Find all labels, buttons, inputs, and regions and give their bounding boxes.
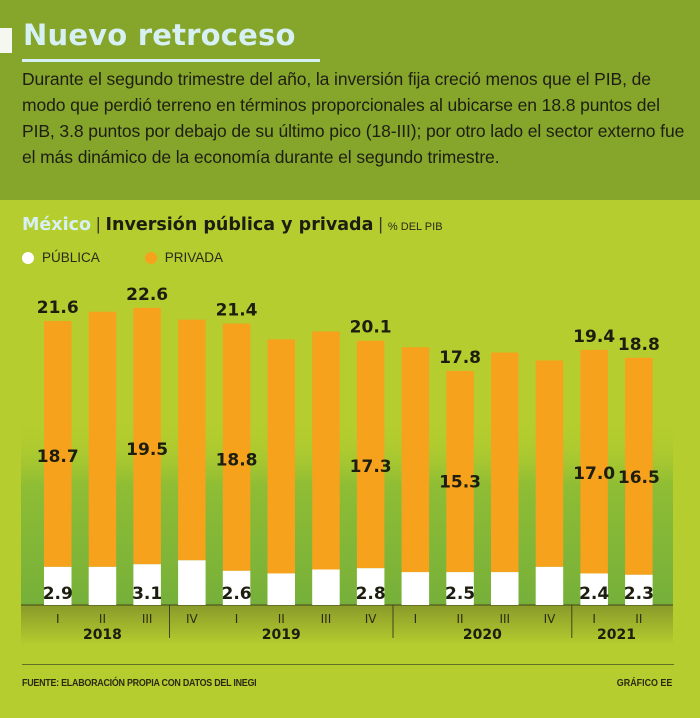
total-label-2: 22.6 [126,285,168,305]
total-label-7: 20.1 [350,318,392,338]
footer-source: FUENTE: ELABORACIÓN PROPIA CON DATOS DEL… [22,677,257,689]
total-label-9: 17.8 [439,348,481,368]
bar-privada-8 [401,347,430,573]
total-label-4: 21.4 [216,301,258,321]
quarter-label-13: II [635,612,642,626]
bar-privada-11 [535,360,564,567]
legend-item-privada: PRIVADA [144,250,224,265]
stacked-bar-chart: 21.6 18.7 2.9 22.6 19.5 3.1 21.4 18.8 2.6 20.1 17.… [21,285,673,645]
publica-label-2: 3.1 [132,584,162,604]
total-label-13: 18.8 [618,335,660,355]
publica-label-4: 2.6 [221,584,251,604]
bar-publica-13 [625,574,653,605]
publica-label-9: 2.5 [445,584,475,604]
privada-label-9: 15.3 [439,473,481,493]
quarter-label-9: II [457,612,464,626]
chart-country: México [22,215,91,235]
year-label-2021: 2021 [597,627,636,643]
footer-credit: GRÁFICO EE [616,677,672,689]
publica-label-13: 2.3 [624,584,654,604]
bar-privada-0 [44,320,72,567]
title-marker [0,28,12,53]
bar-publica-7 [356,568,385,605]
bar-publica-11 [535,566,564,605]
publica-label-0: 2.9 [43,584,73,604]
privada-label-13: 16.5 [618,468,660,488]
bar-privada-6 [312,331,340,570]
quarter-label-6: III [321,612,332,626]
year-label-2018: 2018 [83,627,122,643]
legend-swatch-publica [22,251,34,264]
quarter-label-8: I [414,612,418,626]
quarter-label-4: I [235,612,239,626]
legend-label-publica: PÚBLICA [42,250,100,265]
chart-title: México | Inversión pública y privada |% DEL… [22,214,443,235]
quarter-label-11: IV [544,612,557,626]
bar-privada-9 [446,370,474,573]
bar-publica-8 [401,572,430,605]
total-label-12: 19.4 [573,327,615,347]
publica-label-7: 2.8 [356,584,386,604]
chart-title-text: Inversión pública y privada [105,215,374,235]
bar-publica-1 [88,566,117,605]
bar-publica-12 [580,573,608,605]
bar-privada-3 [178,319,206,561]
axis-strip [21,605,673,645]
bar-publica-5 [267,573,295,605]
bar-privada-7 [356,340,385,569]
quarter-label-1: II [99,612,106,626]
quarter-label-3: IV [186,612,199,626]
privada-label-7: 17.3 [350,457,392,477]
bar-publica-0 [44,566,72,605]
legend-swatch-privada [144,251,157,264]
quarter-label-7: IV [365,612,378,626]
chart-legend: PÚBLICA PRIVADA [22,250,268,265]
page-title: Nuevo retroceso [23,18,296,52]
year-label-2020: 2020 [463,627,502,643]
plot-background-panel [21,420,673,605]
bar-privada-13 [625,357,653,575]
quarter-label-10: III [499,612,510,626]
legend-label-privada: PRIVADA [164,250,224,265]
bar-privada-4 [222,323,251,571]
privada-label-4: 18.8 [216,451,258,471]
year-label-2019: 2019 [262,627,301,643]
bar-privada-5 [267,339,295,574]
bar-privada-12 [580,349,608,574]
header-panel: Nuevo retroceso Durante el segundo trime… [0,0,700,200]
bar-privada-10 [491,352,519,573]
footer-divider [22,664,674,665]
intro-text: Durante el segundo trimestre del año, la… [22,69,685,167]
bar-publica-3 [178,560,206,605]
bar-publica-2 [133,564,161,605]
chart-unit: % DEL PIB [387,221,443,233]
title-underline [22,59,320,62]
bar-publica-4 [222,570,251,605]
quarter-label-5: II [278,612,285,626]
privada-label-12: 17.0 [573,464,615,484]
bar-publica-9 [446,572,474,605]
privada-label-0: 18.7 [37,447,79,467]
quarter-label-2: III [142,612,153,626]
bar-publica-10 [491,572,519,605]
quarter-label-0: I [56,612,60,626]
quarter-label-12: I [592,612,596,626]
bar-privada-1 [88,311,117,567]
privada-label-2: 19.5 [126,440,168,460]
publica-label-12: 2.4 [579,584,609,604]
total-label-0: 21.6 [37,298,79,318]
bar-privada-2 [133,307,161,565]
bar-publica-6 [312,569,340,605]
legend-item-publica: PÚBLICA [22,250,100,265]
title-separator-2: | [378,214,383,234]
title-separator: | [95,214,101,234]
